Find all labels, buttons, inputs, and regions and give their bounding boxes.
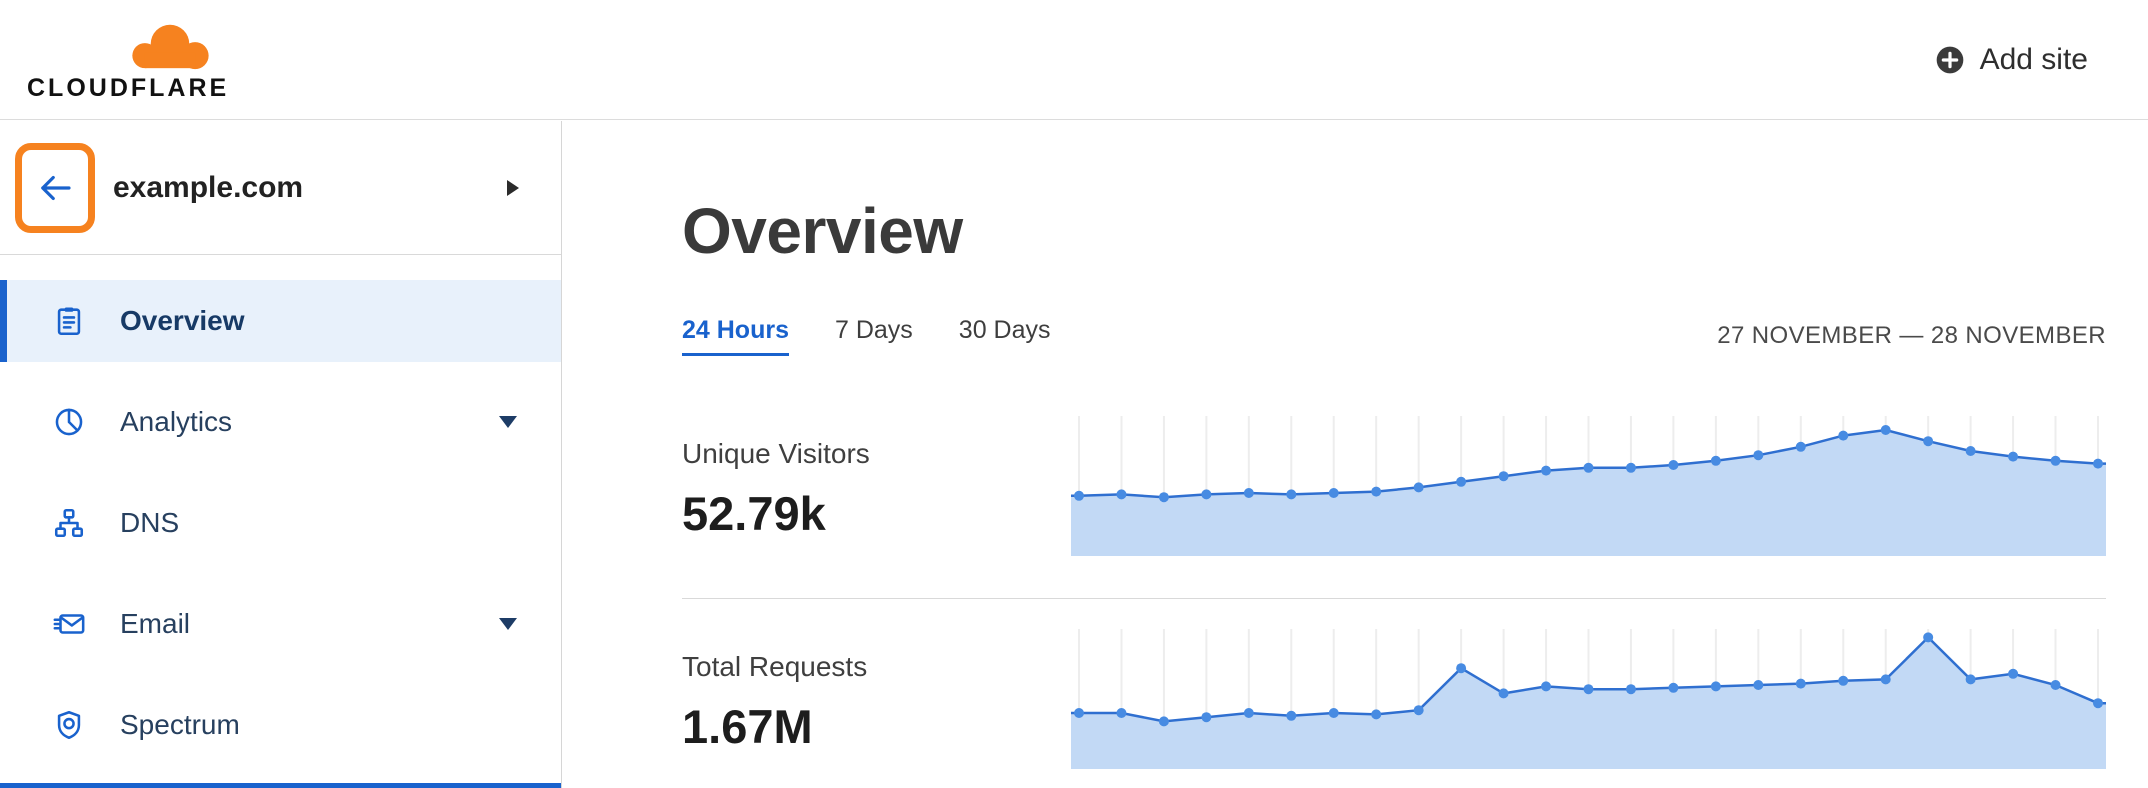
sidebar: example.com Overview Analytics — [0, 121, 562, 788]
sidebar-item-email[interactable]: Email — [0, 583, 561, 665]
metric-value: 1.67M — [682, 700, 813, 753]
metric-divider — [682, 598, 2106, 599]
sidebar-partial-item-edge — [0, 783, 561, 788]
sidebar-item-spectrum[interactable]: Spectrum — [0, 684, 561, 766]
metric-row-total-requests: Total Requests 1.67M — [682, 629, 2106, 769]
back-button[interactable] — [15, 142, 95, 233]
time-range-row: 24 Hours 7 Days 30 Days 27 NOVEMBER — 28… — [682, 316, 2106, 356]
sidebar-item-label: Email — [120, 608, 191, 639]
chevron-down-icon[interactable] — [499, 618, 517, 630]
unique-visitors-chart — [1071, 416, 2106, 556]
date-range-label: 27 NOVEMBER — 28 NOVEMBER — [1717, 322, 2106, 349]
main-content: Overview 24 Hours 7 Days 30 Days 27 NOVE… — [562, 120, 2148, 788]
sidebar-item-label: Spectrum — [120, 709, 240, 740]
metric-row-unique-visitors: Unique Visitors 52.79k — [682, 416, 2106, 556]
sidebar-item-label: Overview — [120, 305, 245, 336]
site-name: example.com — [113, 170, 304, 204]
add-site-button[interactable]: Add site — [1934, 43, 2088, 77]
time-range-tabs: 24 Hours 7 Days 30 Days — [682, 316, 1051, 356]
spectrum-badge-icon — [57, 710, 81, 740]
metric-value: 52.79k — [682, 487, 826, 540]
sidebar-item-analytics[interactable]: Analytics — [0, 381, 561, 463]
sidebar-item-overview[interactable]: Overview — [0, 280, 561, 362]
cloudflare-logo-text: CLOUDFLARE — [27, 73, 230, 102]
dns-nodes-icon — [54, 508, 84, 538]
cloudflare-cloud-icon — [132, 24, 209, 69]
topbar: CLOUDFLARE Add site — [0, 0, 2148, 120]
sidebar-item-label: DNS — [120, 507, 180, 538]
sidebar-nav: Overview Analytics DNS — [0, 255, 561, 766]
site-selector-row: example.com — [0, 121, 561, 255]
total-requests-chart — [1071, 629, 2106, 769]
metric-label: Unique Visitors — [682, 438, 870, 469]
chevron-right-icon[interactable] — [507, 179, 519, 196]
plus-circle-icon — [1936, 46, 1963, 73]
email-icon — [53, 614, 85, 634]
pie-chart-icon — [55, 408, 83, 436]
sidebar-item-dns[interactable]: DNS — [0, 482, 561, 564]
page-title: Overview — [682, 195, 963, 267]
cloudflare-logo[interactable]: CLOUDFLARE — [27, 17, 229, 103]
metric-label: Total Requests — [682, 651, 868, 682]
metric-info: Unique Visitors 52.79k — [682, 416, 1071, 556]
clipboard-icon — [57, 307, 81, 336]
back-arrow-icon — [41, 175, 71, 200]
chevron-down-icon[interactable] — [499, 416, 517, 428]
add-site-label: Add site — [1979, 42, 2088, 76]
tab-7-days[interactable]: 7 Days — [834, 316, 913, 344]
metric-info: Total Requests 1.67M — [682, 629, 1071, 769]
tab-30-days[interactable]: 30 Days — [958, 316, 1051, 344]
tab-24-hours[interactable]: 24 Hours — [682, 316, 789, 356]
sidebar-item-label: Analytics — [120, 406, 233, 437]
